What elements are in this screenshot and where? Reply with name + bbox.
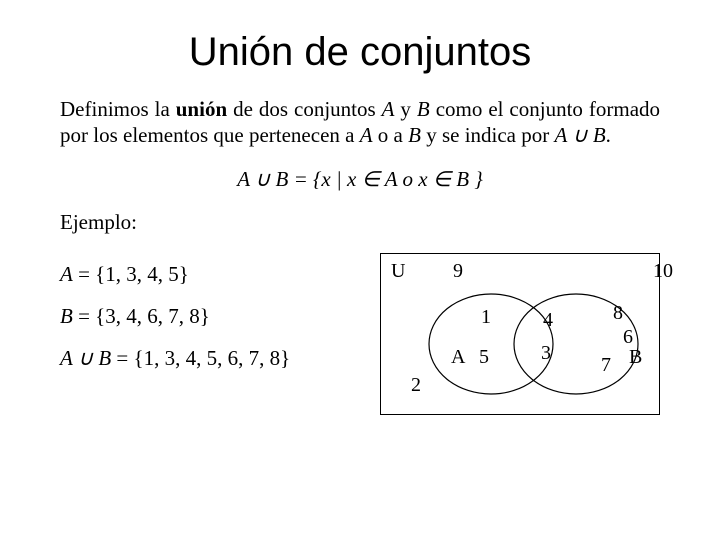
example-label: Ejemplo: [60,210,660,235]
def-pre: Definimos la [60,97,176,121]
venn-label-A: A [451,346,465,369]
def-mid4: o a [373,123,409,147]
page-title: Unión de conjuntos [60,30,660,75]
venn-label-4: 4 [543,309,553,332]
venn-label-7: 7 [601,354,611,377]
def-B2: B [408,123,421,147]
venn-label-5: 5 [479,346,489,369]
def-A: A [382,97,395,121]
venn-label-8: 8 [613,302,623,325]
set-A-label: A [60,262,73,286]
set-B-val: = {3, 4, 6, 7, 8} [73,304,210,328]
def-expr: A ∪ B [555,123,606,147]
def-mid2: y [394,97,416,121]
set-union-val: = {1, 3, 4, 5, 6, 7, 8} [111,346,290,370]
set-B-row: B = {3, 4, 6, 7, 8} [60,295,350,337]
def-mid1: de dos conjuntos [227,97,382,121]
venn-label-2: 2 [411,374,421,397]
venn-svg [381,254,681,414]
def-A2: A [360,123,373,147]
venn-label-1: 1 [481,306,491,329]
sets-column: A = {1, 3, 4, 5} B = {3, 4, 6, 7, 8} A ∪… [60,253,350,415]
def-bold: unión [176,97,227,121]
def-end: . [606,123,611,147]
set-A-row: A = {1, 3, 4, 5} [60,253,350,295]
venn-label-B: B [629,346,642,369]
venn-circle-a [429,294,553,394]
def-mid5: y se indica por [421,123,555,147]
def-B: B [417,97,430,121]
set-B-label: B [60,304,73,328]
set-formula: A ∪ B = {x | x ∈ A o x ∈ B } [60,167,660,192]
venn-label-3: 3 [541,342,551,365]
venn-label-U: U [391,260,405,283]
set-union-row: A ∪ B = {1, 3, 4, 5, 6, 7, 8} [60,337,350,379]
definition-paragraph: Definimos la unión de dos conjuntos A y … [60,96,660,149]
set-union-label: A ∪ B [60,346,111,370]
set-A-val: = {1, 3, 4, 5} [73,262,189,286]
venn-label-10: 10 [653,260,673,283]
venn-label-9: 9 [453,260,463,283]
venn-diagram: U 9 10 1 4 8 6 A 5 3 7 B 2 [380,253,660,415]
